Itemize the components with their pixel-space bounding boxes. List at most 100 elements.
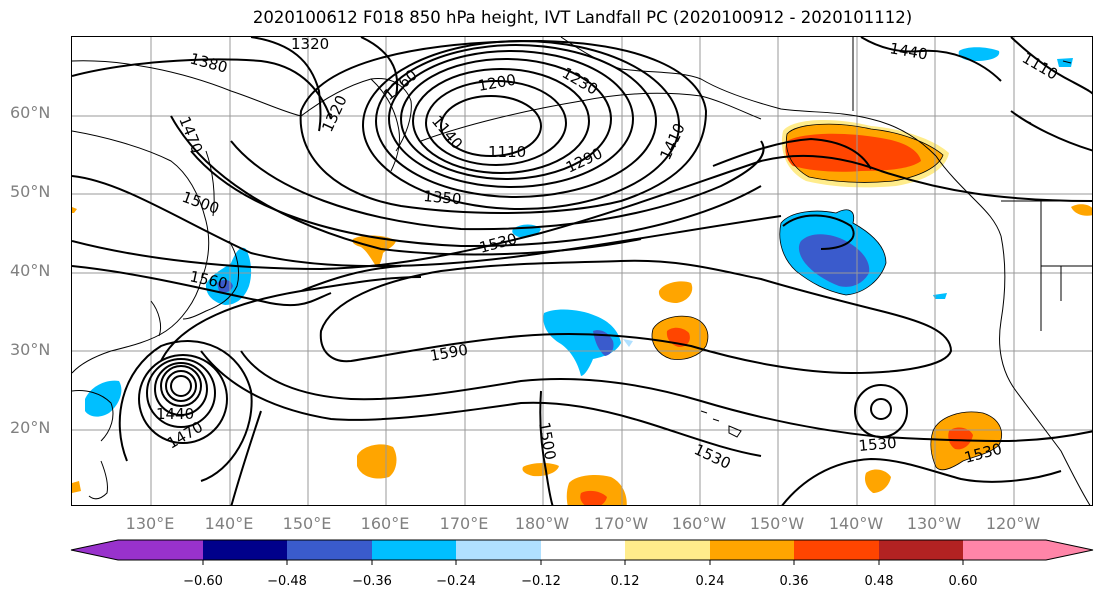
contour-typhoon-4 <box>154 362 208 416</box>
border-us-states <box>1040 201 1092 331</box>
colorbar-cell-8 <box>710 540 794 560</box>
contour-1500-vertical <box>539 390 554 505</box>
contour-ne-3 <box>712 137 872 170</box>
lat-label-30n: 30°N <box>10 340 51 359</box>
contour-low-4 <box>400 58 612 180</box>
contour-typhoon-1 <box>170 375 192 397</box>
contour-1530-loop <box>160 265 422 362</box>
coast-china-south <box>72 390 114 442</box>
contour-1260 <box>360 37 399 97</box>
ivt-fill-central-pacific-medblue <box>593 330 614 356</box>
ivt-fill-central-pacific-lightblue <box>623 339 633 347</box>
ivt-fill-orange-16n-dateline <box>522 463 559 477</box>
lon-label-130e: 130°E <box>125 514 175 533</box>
map-panel: 1320 1380 1260 1200 1230 1470 1320 1140 … <box>71 36 1093 506</box>
coast-philippines <box>88 460 108 500</box>
contour-ne-1440 <box>860 37 1002 82</box>
colorbar-cell-4 <box>372 540 456 560</box>
coast-asia-north <box>72 60 412 152</box>
ivt-fill-orange-16n-east <box>864 469 891 493</box>
contour-typhoon-2 <box>165 370 197 402</box>
colorbar-extend-right <box>1046 540 1093 560</box>
lon-label-170e: 170°E <box>439 514 489 533</box>
height-contours <box>72 37 1092 505</box>
contour-ne-1110 <box>1010 37 1092 95</box>
colorbar-tick-9: 0.48 <box>864 574 894 589</box>
ivt-fill-central-pacific-blue <box>543 309 621 376</box>
ivt-fill-orange-17n-west <box>357 444 397 479</box>
colorbar-tick-6: 0.12 <box>610 574 640 589</box>
contour-ne-1530-loop <box>782 214 855 250</box>
colorbar-outline <box>70 539 1094 561</box>
contour-label-1110: 1110 <box>488 143 526 161</box>
contour-label-1530-east-low: 1530 <box>858 434 898 455</box>
coastlines <box>72 37 1092 505</box>
colorbar-tick-5: −0.12 <box>521 574 561 589</box>
map-title: 2020100612 F018 850 hPa height, IVT Land… <box>252 8 913 27</box>
contour-low-2 <box>425 80 567 166</box>
contour-low-1 <box>440 95 542 157</box>
ivt-fill-orange-small-sw <box>72 481 81 493</box>
contour-typhoon-6 <box>138 354 228 444</box>
ivt-fill-orange-small-west <box>72 207 77 213</box>
colorbar-cell-5 <box>456 540 541 560</box>
lat-label-50n: 50°N <box>10 182 51 201</box>
coast-hawaii <box>700 410 742 438</box>
coast-us-west <box>999 235 1091 505</box>
contour-ne-2 <box>1010 110 1092 152</box>
contour-1500-south <box>200 350 762 457</box>
coast-aleutians <box>420 92 762 142</box>
lat-label-60n: 60°N <box>10 103 51 122</box>
contour-1530-east <box>781 457 1062 505</box>
colorbar-tick-2: −0.48 <box>267 574 307 589</box>
contour-1590 <box>319 259 953 375</box>
lon-label-130w: 130°W <box>906 514 962 533</box>
coast-sakhalin <box>205 150 215 217</box>
colorbar-cell-7 <box>625 540 710 560</box>
colorbar-cell-6 <box>541 540 625 560</box>
contour-1410 <box>190 150 762 248</box>
contour-1350 <box>230 140 765 231</box>
ivt-fill-west-orange-41n <box>352 235 396 267</box>
lon-label-140e: 140°E <box>204 514 254 533</box>
colorbar-tick-1: −0.60 <box>183 574 223 589</box>
lat-label-40n: 40°N <box>10 261 51 280</box>
ivt-fill-japan-medblue <box>217 279 233 293</box>
ivt-fill-red-20n-east <box>948 427 973 450</box>
contour-low-3 <box>412 68 590 174</box>
ivt-fill-small-blue-coast <box>933 293 947 299</box>
ivt-fill-orange-small-east <box>1071 204 1092 216</box>
colorbar-extend-left <box>71 540 118 560</box>
coast-japan <box>182 240 240 320</box>
contour-label-1350: 1350 <box>423 187 463 208</box>
lon-label-180w: 180°W <box>514 514 570 533</box>
contour-1380 <box>72 58 332 120</box>
colorbar-cell-10 <box>879 540 963 560</box>
contour-low-6 <box>375 44 657 198</box>
lon-label-140w: 140°W <box>828 514 884 533</box>
colorbar-cell-2 <box>203 540 287 560</box>
lon-label-170w: 170°W <box>593 514 649 533</box>
colorbar-tick-7: 0.24 <box>695 574 725 589</box>
contour-typhoon-5 <box>146 358 216 428</box>
colorbar-tick-8: 0.36 <box>779 574 809 589</box>
colorbar-tick-10: 0.60 <box>948 574 978 589</box>
coast-kamchatka <box>370 78 400 172</box>
colorbar-tick-3: −0.36 <box>352 574 392 589</box>
contour-low-5 <box>388 50 634 188</box>
contour-east-low-2 <box>854 384 908 438</box>
contour-typhoon-3 <box>160 365 202 407</box>
ivt-fill-ne-pacific-medblue <box>798 234 870 287</box>
ivt-fill-small-orange-38n <box>658 281 693 303</box>
lon-label-160e: 160°E <box>360 514 410 533</box>
colorbar-cell-3 <box>287 540 372 560</box>
lat-label-20n: 20°N <box>10 418 51 437</box>
ivt-fill-red-13n <box>580 490 607 505</box>
contour-east-low-1 <box>870 398 892 420</box>
coast-bc <box>935 155 1002 237</box>
lon-label-150w: 150°W <box>749 514 805 533</box>
colorbar-cell-9 <box>794 540 879 560</box>
contour-1290 <box>299 39 708 214</box>
contour-label-1440-typhoon: 1440 <box>156 405 194 423</box>
